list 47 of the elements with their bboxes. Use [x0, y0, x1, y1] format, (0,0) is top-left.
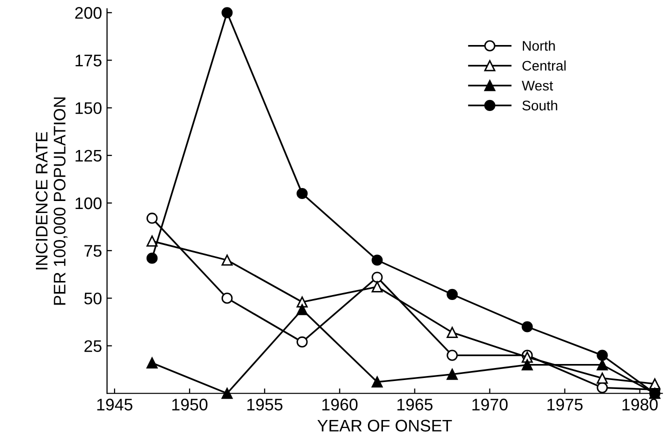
point: [222, 292, 233, 304]
point: [596, 350, 608, 361]
point: [446, 368, 458, 380]
legend-label: South: [522, 100, 558, 110]
y-tick-label: 175: [76, 54, 102, 66]
point: [222, 388, 233, 399]
x-tick-label: 1975: [547, 398, 583, 410]
y-tick-label: 25: [84, 340, 102, 352]
x-tick-label: 1980: [622, 398, 658, 410]
point: [146, 236, 158, 247]
x-tick-label: 1965: [397, 398, 433, 410]
x-tick-label: 1945: [97, 398, 132, 410]
point: [146, 212, 158, 224]
y-axis-title: INCIDENCE RATE PER 100,000 POPULATION: [36, 97, 68, 305]
legend-label: North: [522, 40, 555, 51]
point: [446, 288, 458, 300]
point: [146, 252, 158, 264]
point: [522, 359, 533, 370]
point: [296, 188, 308, 200]
y-tick-label: 125: [76, 150, 102, 162]
y-tick-label: 75: [84, 245, 102, 257]
point: [596, 372, 608, 384]
point: [446, 350, 458, 361]
point: [296, 336, 308, 348]
point: [372, 376, 383, 388]
x-tick-label: 1950: [172, 398, 208, 410]
point: [596, 359, 608, 370]
legend-label: West: [522, 80, 554, 91]
legend-label: Central: [522, 60, 566, 71]
point: [372, 272, 383, 283]
point: [446, 326, 458, 338]
point: [146, 357, 158, 368]
x-axis-title: YEAR OF ONSET: [317, 420, 452, 432]
y-tick-label: 100: [76, 197, 102, 210]
point: [372, 254, 383, 266]
point: [372, 281, 383, 292]
y-tick-label: 200: [75, 7, 102, 19]
point: [222, 7, 233, 18]
point: [596, 382, 608, 394]
point: [522, 321, 533, 332]
point: [222, 254, 233, 266]
x-tick-label: 1955: [247, 398, 282, 410]
point: [296, 304, 308, 316]
x-tick-label: 1960: [322, 398, 358, 410]
y-tick-label: 50: [84, 292, 102, 304]
y-tick-label: 150: [76, 102, 102, 114]
x-tick-label: 1970: [472, 398, 508, 410]
